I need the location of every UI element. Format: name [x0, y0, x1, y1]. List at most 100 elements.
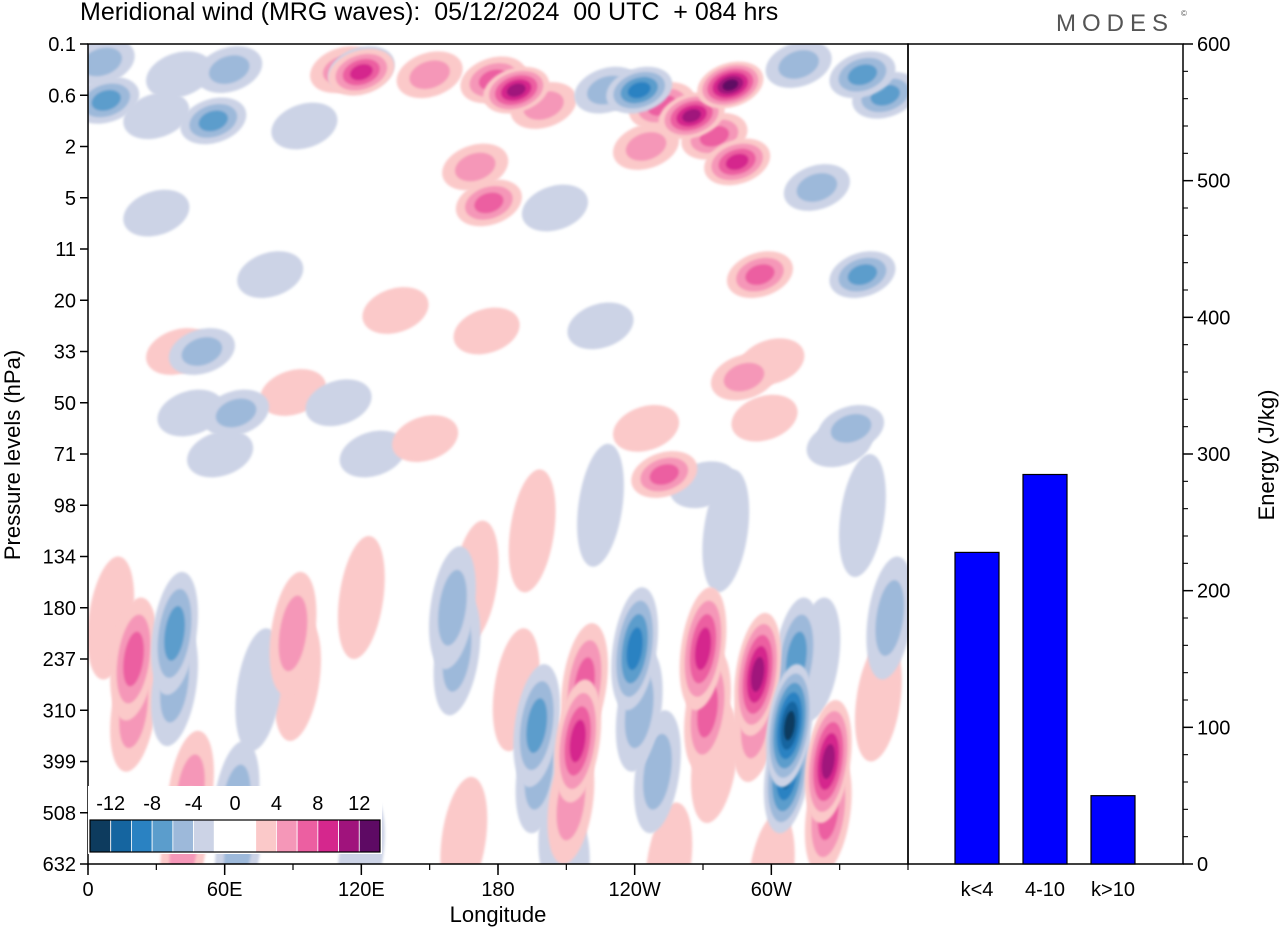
contour-band: [645, 802, 693, 864]
contour-band: [567, 302, 634, 350]
wind-anomaly-cell: [829, 51, 896, 99]
contour-band: [123, 631, 144, 687]
colorbar-label: 8: [312, 793, 323, 815]
wind-anomaly-cell: [613, 404, 680, 452]
contour-band: [778, 50, 819, 79]
colorbar-swatch: [213, 819, 236, 853]
wavenumber-axis: k<4 4-10 k>10: [961, 879, 1135, 901]
wind-anomaly-cell: [237, 251, 304, 299]
colorbar-swatch: [296, 819, 319, 853]
energy-tick-label: 500: [1197, 171, 1230, 193]
contour-band: [723, 362, 765, 392]
wind-anomaly-cell: [508, 469, 556, 593]
wind-anomaly-cell: [269, 571, 317, 695]
wind-anomaly-cell: [726, 251, 793, 299]
colorbar-swatch: [358, 819, 381, 853]
pressure-tick-label: 134: [43, 547, 76, 569]
contour-band: [747, 812, 795, 864]
wind-anomaly-cell: [88, 76, 140, 124]
wind-anomaly-cell: [123, 189, 190, 237]
pressure-tick-label: 2: [65, 137, 76, 159]
colorbar-legend: -12 -8 -4 0 4 8 12: [88, 786, 382, 854]
wind-anomaly-cell: [567, 302, 634, 350]
pressure-tick-label: 180: [43, 598, 76, 620]
contour-band: [508, 469, 556, 593]
wind-anomaly-cell: [577, 443, 624, 567]
pressure-tick-label: 71: [54, 444, 76, 466]
contour-band: [722, 79, 739, 91]
colorbar-swatch: [276, 819, 298, 853]
pressure-tick-label: 237: [43, 649, 76, 671]
contour-band: [215, 398, 257, 428]
wind-anomaly-cell: [396, 51, 463, 99]
pressure-tick-label: 33: [54, 342, 76, 364]
contour-band: [847, 64, 878, 86]
x-axis-title: Longitude: [450, 902, 547, 927]
energy-axis: 0 100 200 300 400 500 600: [1183, 34, 1230, 876]
pressure-tick-label: 0.1: [48, 34, 76, 56]
wind-anomaly-cell: [339, 430, 406, 478]
contour-band: [440, 776, 488, 864]
colorbar-label: -4: [185, 793, 203, 815]
contour-band: [521, 184, 588, 232]
contour-band: [643, 733, 672, 810]
contour-band: [198, 110, 228, 132]
colorbar-swatch: [193, 819, 215, 853]
wind-anomaly-cell: [704, 138, 771, 186]
wind-anomaly-cell: [196, 46, 263, 94]
brand-logo: MODES: [1056, 10, 1175, 37]
pressure-tick-label: 508: [43, 803, 76, 825]
colorbar-swatch: [131, 819, 153, 853]
contour-band: [349, 64, 373, 81]
colorbar-label: 12: [348, 793, 370, 815]
contour-band: [123, 189, 190, 237]
brand-registered-mark: ©: [1181, 9, 1187, 18]
contour-band: [750, 656, 765, 692]
energy-tick-label: 400: [1197, 307, 1230, 329]
wind-anomaly-cell: [734, 612, 782, 736]
colorbar-frame: [89, 819, 381, 853]
contour-band: [271, 102, 338, 150]
contour-band: [88, 47, 122, 77]
pressure-tick-label: 50: [54, 393, 76, 415]
contour-band: [847, 264, 878, 286]
contour-band: [702, 469, 750, 593]
wind-anomaly-cell: [747, 812, 795, 864]
contour-band: [409, 60, 450, 90]
pressure-tick-label: 11: [55, 239, 76, 261]
wind-anomaly-cell: [645, 802, 693, 864]
wind-anomaly-cell: [453, 307, 520, 355]
colorbar-swatch: [151, 819, 174, 853]
pressure-tick-label: 632: [43, 854, 76, 876]
longitude-tick-label: 120W: [609, 879, 661, 901]
contour-band: [745, 264, 775, 286]
colorbar-label: 0: [229, 793, 240, 815]
wind-anomaly-cell: [866, 556, 908, 680]
longitude-tick-label: 60W: [751, 879, 792, 901]
energy-bar-2: [1022, 473, 1068, 865]
contour-band: [454, 152, 496, 182]
longitude-axis: 0 60E 120E 180 120W 60W: [82, 864, 909, 901]
contour-band: [875, 580, 905, 656]
contour-band: [337, 536, 385, 659]
contour-band: [208, 55, 250, 84]
contour-band: [278, 595, 308, 672]
contour-band: [577, 443, 624, 567]
wind-anomaly-cell: [168, 328, 235, 375]
contour-band: [569, 719, 586, 763]
contour-band: [187, 430, 254, 478]
contour-band: [123, 92, 190, 140]
contour-band: [725, 153, 749, 171]
wind-anomaly-cell: [146, 51, 213, 99]
wind-anomaly-cell: [710, 353, 778, 401]
wind-anomaly-cell: [818, 404, 885, 452]
wind-anomaly-cell: [702, 469, 750, 593]
contour-band: [627, 81, 651, 99]
colorbar-swatch: [89, 819, 112, 853]
contour-band: [694, 627, 712, 671]
wind-anomaly-cell: [697, 61, 764, 109]
contour-band: [339, 430, 406, 478]
energy-axis-title: Energy (J/kg): [1254, 390, 1279, 521]
contour-band: [625, 132, 667, 161]
